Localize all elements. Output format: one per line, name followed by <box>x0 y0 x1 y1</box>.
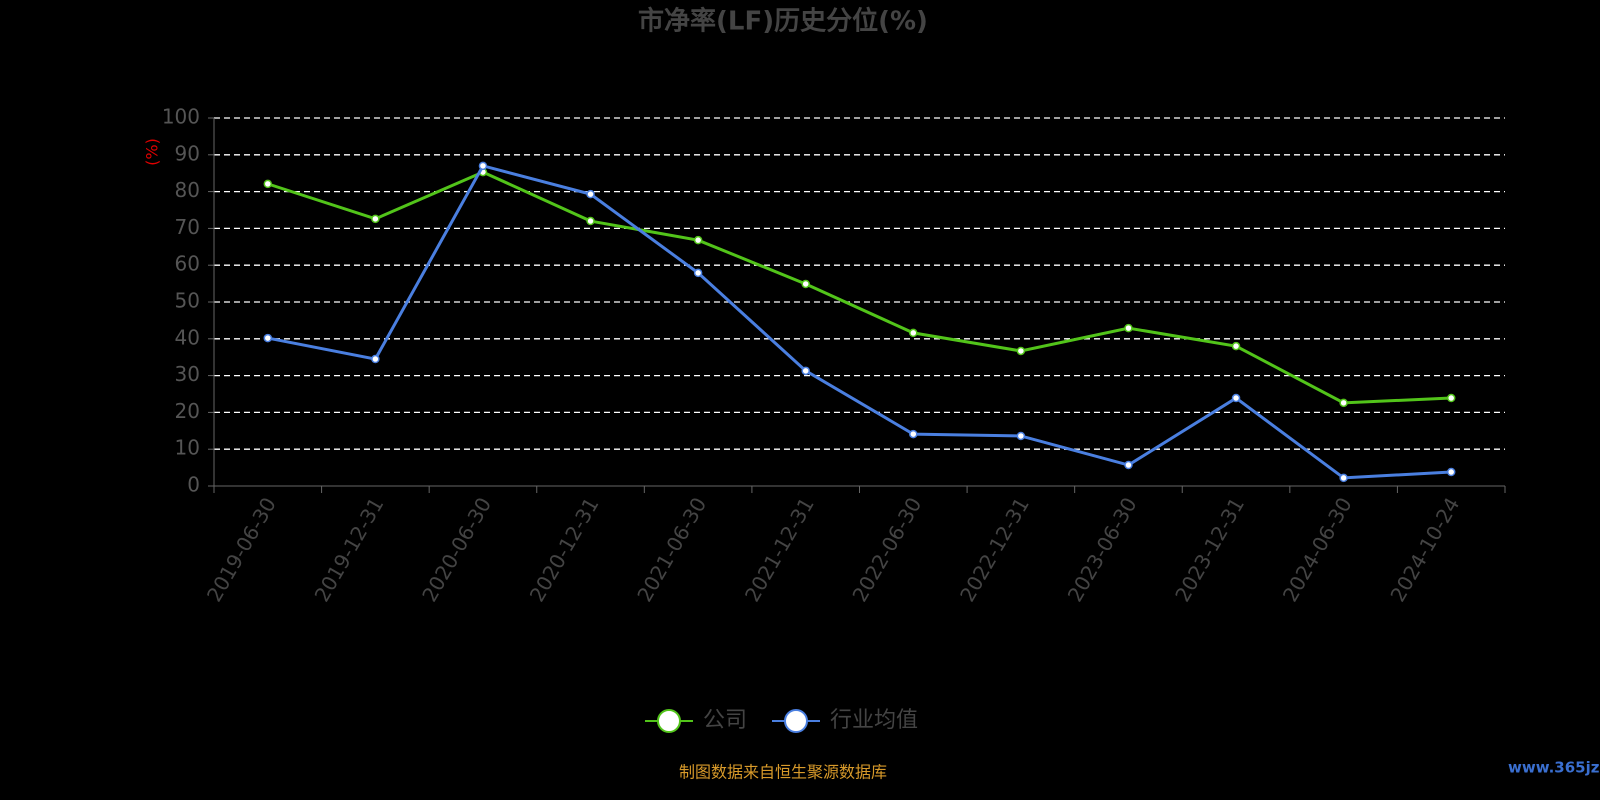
y-tick-label: 70 <box>175 215 200 239</box>
point <box>1446 467 1456 477</box>
point <box>1231 341 1241 351</box>
x-tick-label: 2019-12-31 <box>310 493 389 606</box>
x-tick-label: 2024-10-24 <box>1385 493 1464 606</box>
point <box>263 333 273 343</box>
point <box>693 268 703 278</box>
x-tick-label: 2022-06-30 <box>847 493 926 606</box>
y-tick-label: 50 <box>175 289 200 313</box>
y-tick-label: 40 <box>175 325 200 349</box>
y-tick-label: 0 <box>187 473 200 497</box>
legend-label: 公司 <box>703 708 747 733</box>
point <box>1124 460 1133 470</box>
point <box>371 214 380 224</box>
point <box>1124 323 1133 333</box>
series-line <box>267 164 1452 480</box>
point <box>478 161 488 171</box>
series-line <box>267 170 1452 405</box>
point <box>1231 393 1241 403</box>
point <box>801 366 810 376</box>
watermark: www.365jz.com <box>1508 759 1600 777</box>
x-tick-label: 2019-06-30 <box>202 493 281 606</box>
y-tick-label: 90 <box>175 141 200 165</box>
legend-label: 行业均值 <box>830 708 918 733</box>
point <box>586 216 595 226</box>
y-tick-label: 80 <box>175 178 200 202</box>
point <box>909 429 918 439</box>
y-tick-label: 60 <box>175 252 200 276</box>
point <box>371 354 380 364</box>
x-tick-label: 2022-12-31 <box>955 493 1034 606</box>
x-tick-label: 2023-06-30 <box>1063 493 1142 606</box>
source-note: 制图数据来自恒生聚源数据库 <box>679 763 887 782</box>
x-tick-label: 2024-06-30 <box>1278 493 1357 606</box>
y-tick-label: 20 <box>175 399 200 423</box>
point <box>1016 346 1026 356</box>
x-tick-label: 2023-12-31 <box>1170 493 1249 606</box>
y-tick-label: 100 <box>162 105 200 129</box>
x-tick-label: 2020-12-31 <box>525 493 604 606</box>
legend-marker <box>657 709 681 733</box>
point <box>263 179 273 189</box>
point <box>693 235 703 245</box>
y-axis-label: (%) <box>143 138 162 166</box>
chart-title: 市净率(LF)历史分位(%) <box>638 6 928 37</box>
point <box>1339 473 1348 483</box>
point <box>1339 398 1348 408</box>
point <box>1016 431 1026 441</box>
x-tick-label: 2021-12-31 <box>740 493 819 606</box>
y-tick-label: 30 <box>175 362 200 386</box>
point <box>586 189 595 199</box>
point <box>1446 393 1456 403</box>
y-tick-label: 10 <box>175 436 200 460</box>
point <box>909 328 918 338</box>
legend-marker <box>784 709 808 733</box>
x-tick-label: 2021-06-30 <box>632 493 711 606</box>
point <box>801 279 810 289</box>
x-tick-label: 2020-06-30 <box>417 493 496 606</box>
